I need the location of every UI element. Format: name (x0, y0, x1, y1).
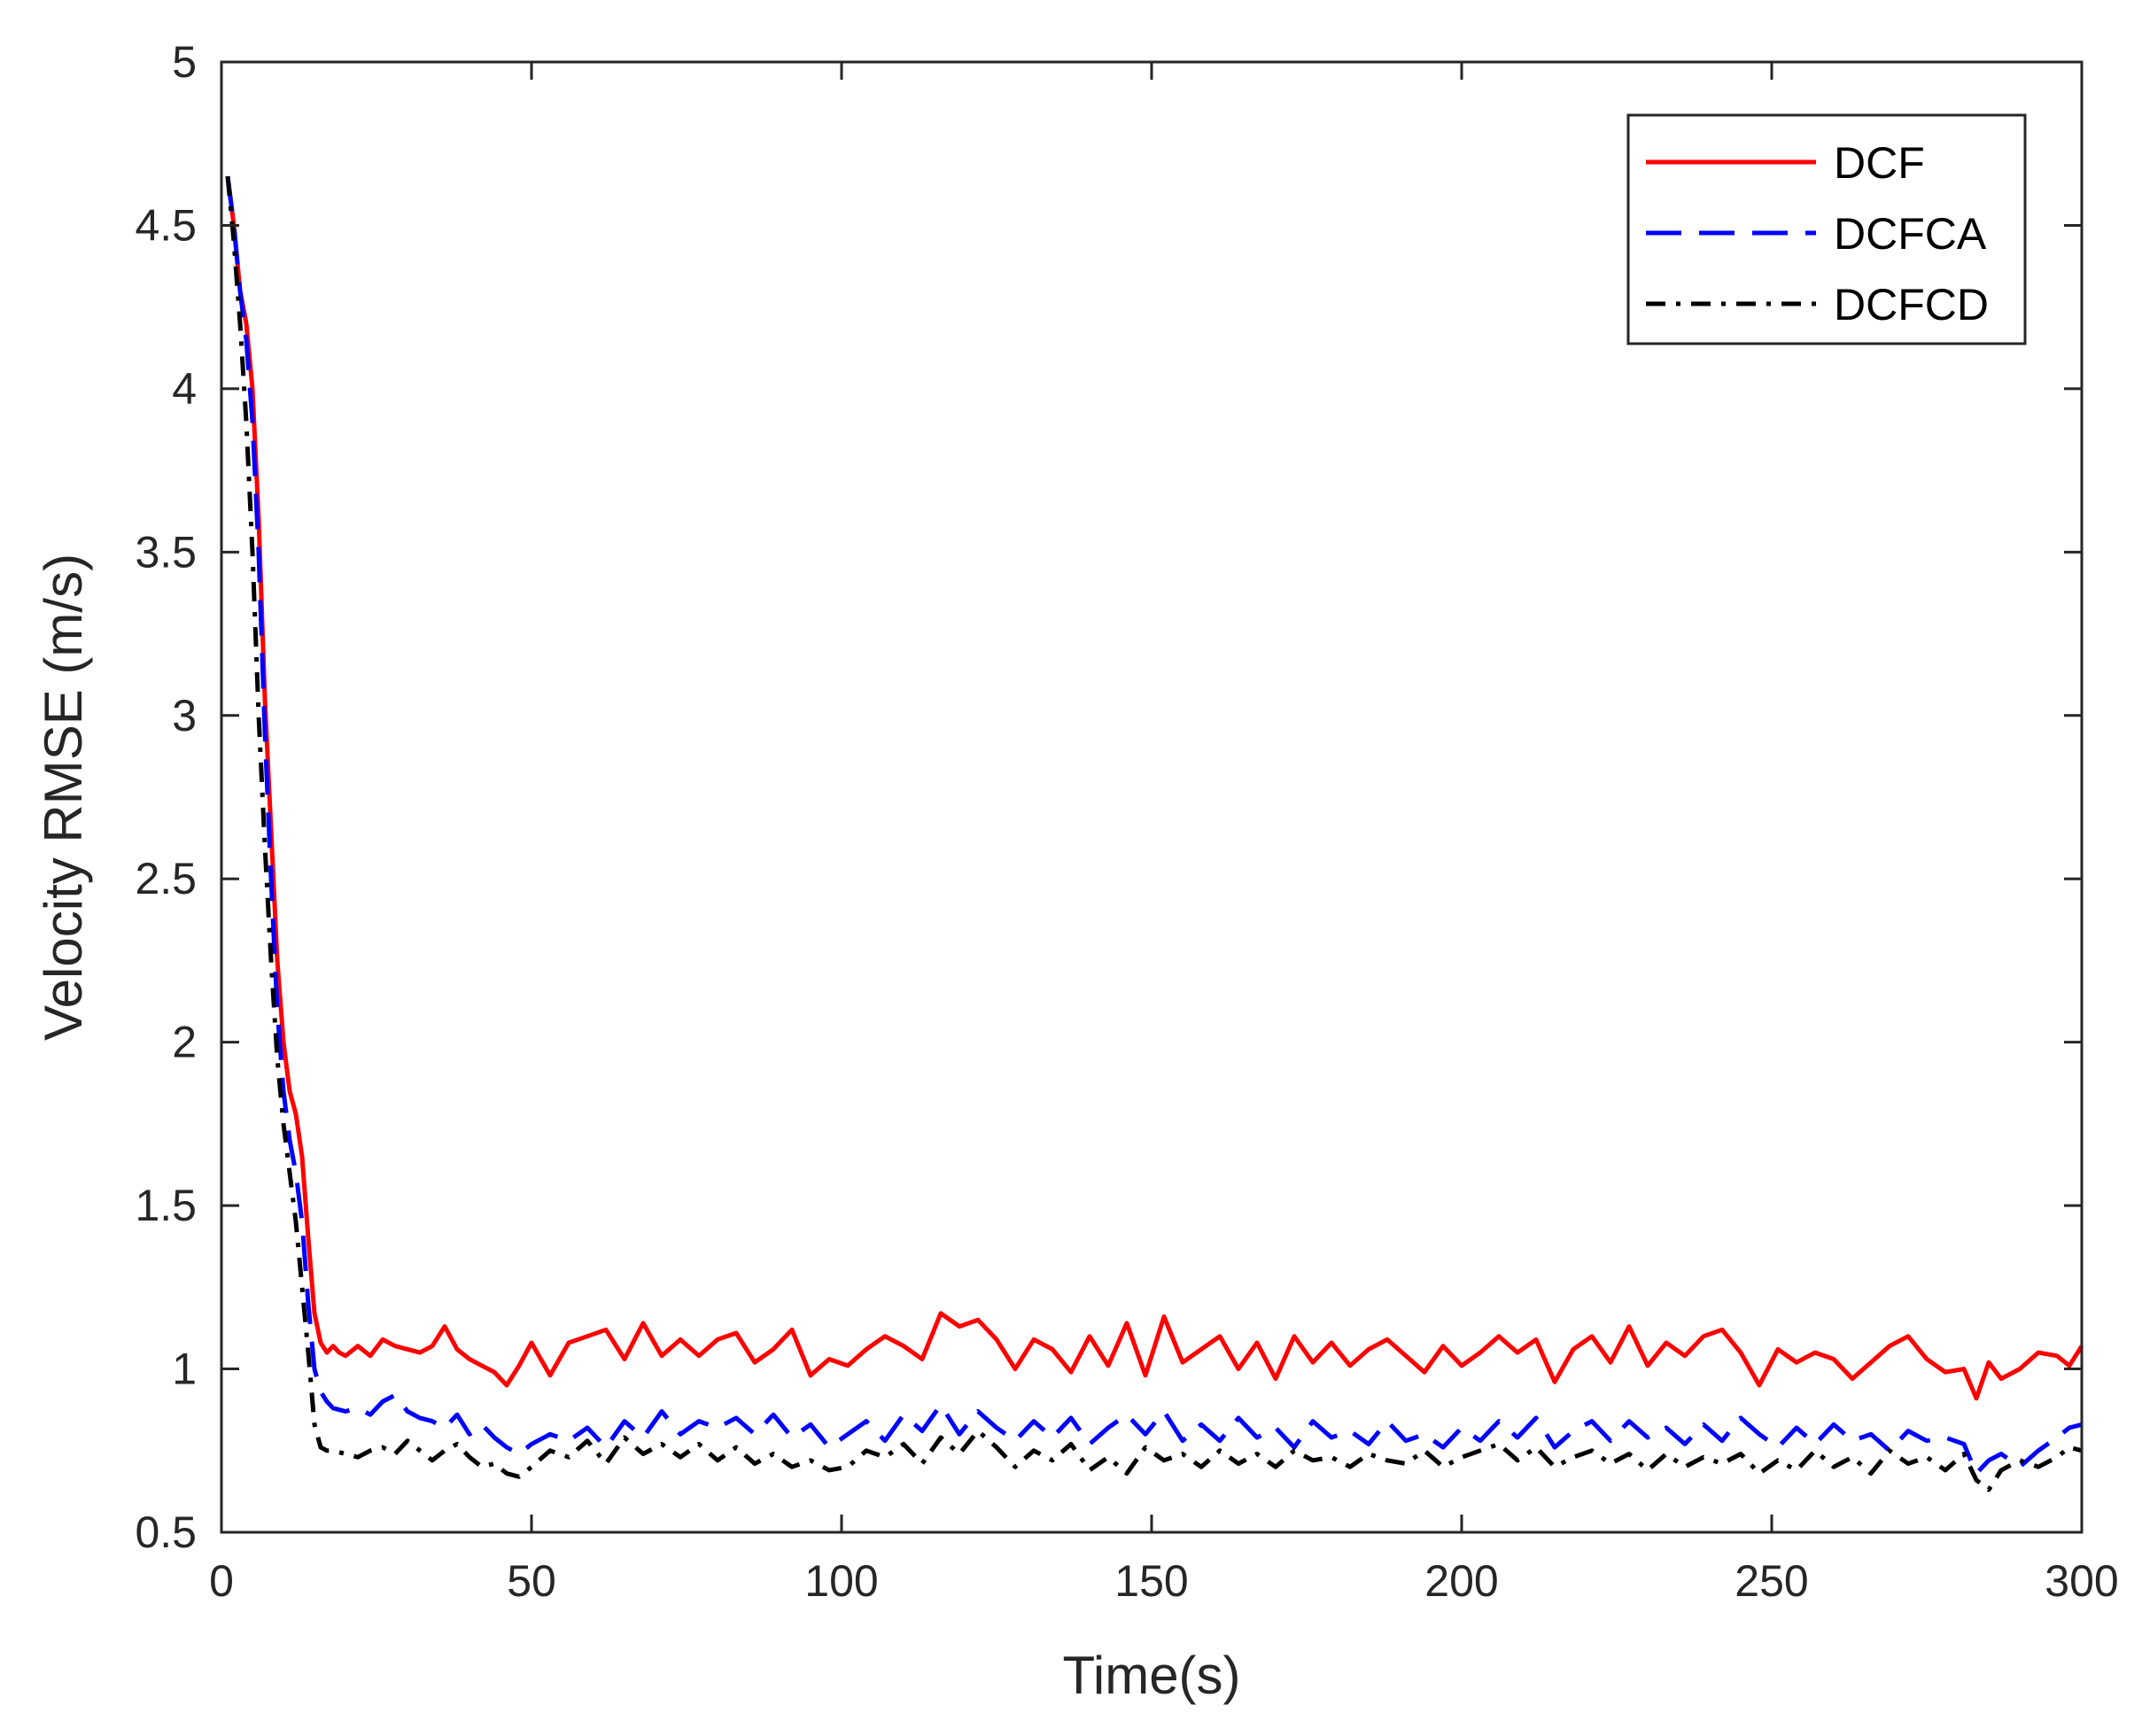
y-tick-label: 3 (172, 691, 197, 740)
series-line-dcf (225, 175, 2084, 1401)
x-tick-label: 250 (1735, 1556, 1808, 1606)
y-tick-label: 2 (172, 1018, 197, 1067)
axes-box (220, 60, 2084, 1534)
legend-label: DCFCD (1834, 280, 1989, 329)
legend: DCF DCFCA DCFCD (1626, 113, 2027, 345)
ticks-layer: 0 50 100 150 200 250 300 0.5 1 1.5 2 2.5 3 3.5 4 4.5 5 (135, 37, 2118, 1606)
series-line-dcfcd (225, 175, 2083, 1492)
y-tick-label: 4.5 (135, 200, 197, 250)
x-tick-label: 50 (507, 1556, 556, 1606)
y-tick-label: 5 (172, 37, 197, 87)
series-layer (225, 175, 2084, 1492)
y-tick-label: 4 (172, 364, 197, 414)
x-axis-label: Time(s) (1062, 1646, 1240, 1705)
x-tick-label: 100 (804, 1556, 878, 1606)
legend-label: DCFCA (1834, 209, 1987, 259)
y-tick-label: 2.5 (135, 854, 197, 903)
y-axis-label: Velocity RMSE (m/s) (34, 554, 93, 1041)
x-tick-label: 0 (209, 1556, 234, 1606)
x-tick-label: 200 (1424, 1556, 1498, 1606)
y-tick-label: 1.5 (135, 1181, 197, 1230)
x-tick-label: 300 (2045, 1556, 2118, 1606)
legend-label: DCF (1834, 138, 1925, 188)
y-tick-label: 0.5 (135, 1507, 197, 1557)
series-line-dcfca (225, 175, 2083, 1476)
y-tick-label: 1 (172, 1345, 197, 1394)
x-tick-label: 150 (1114, 1556, 1188, 1606)
y-tick-label: 3.5 (135, 527, 197, 577)
